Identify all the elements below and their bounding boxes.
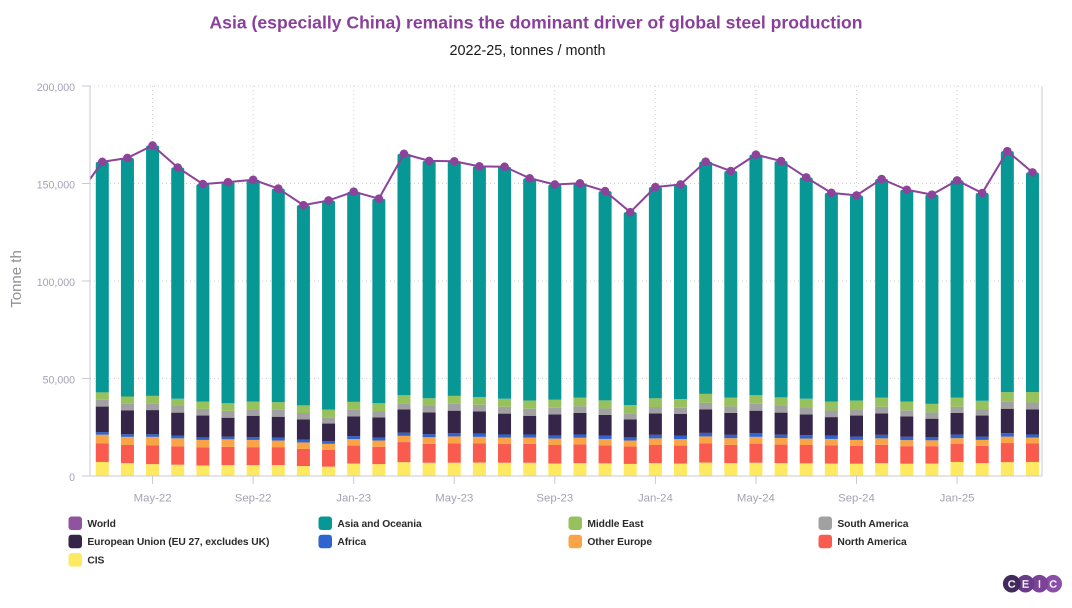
svg-text:50,000: 50,000 [43, 375, 76, 387]
svg-text:Sep-24: Sep-24 [838, 493, 875, 505]
svg-text:C: C [1008, 579, 1016, 591]
svg-text:World: World [87, 519, 115, 530]
svg-text:2022-25, tonnes / month: 2022-25, tonnes / month [449, 43, 605, 59]
svg-text:Jan-24: Jan-24 [638, 493, 673, 505]
svg-text:0: 0 [69, 472, 75, 484]
svg-text:Africa: Africa [337, 537, 366, 548]
svg-text:Sep-23: Sep-23 [536, 493, 573, 505]
svg-text:Asia (especially China) remain: Asia (especially China) remains the domi… [209, 13, 862, 33]
svg-text:Other Europe: Other Europe [587, 537, 652, 548]
svg-text:100,000: 100,000 [37, 277, 75, 289]
svg-text:C: C [1049, 579, 1057, 591]
svg-text:Jan-23: Jan-23 [336, 493, 371, 505]
svg-text:200,000: 200,000 [37, 82, 75, 94]
svg-text:South America: South America [837, 519, 908, 530]
svg-text:150,000: 150,000 [37, 180, 75, 192]
svg-text:Tonne th: Tonne th [8, 250, 25, 308]
svg-text:May-24: May-24 [737, 493, 775, 505]
svg-text:E: E [1022, 579, 1029, 591]
svg-text:Sep-22: Sep-22 [235, 493, 272, 505]
svg-text:CIS: CIS [87, 556, 104, 567]
svg-text:I: I [1038, 579, 1041, 591]
svg-text:European Union (EU 27, exclude: European Union (EU 27, excludes UK) [87, 537, 269, 548]
svg-text:May-23: May-23 [435, 493, 473, 505]
svg-text:Middle East: Middle East [587, 519, 644, 530]
svg-text:North America: North America [837, 537, 907, 548]
svg-text:May-22: May-22 [134, 493, 172, 505]
svg-text:Jan-25: Jan-25 [940, 493, 975, 505]
svg-text:Asia and Oceania: Asia and Oceania [337, 519, 422, 530]
